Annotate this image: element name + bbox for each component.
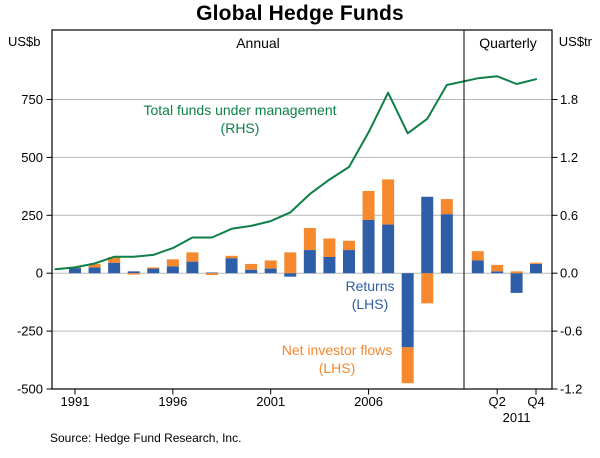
- legend-returns-axis: (LHS): [351, 296, 389, 312]
- x-axis-label-Q4: Q4: [527, 394, 544, 409]
- bar-returns-2004: [323, 256, 336, 274]
- bar-returns-1992: [88, 267, 101, 274]
- bar-returns-2009: [421, 196, 434, 274]
- left-axis-tick-label-250: 250: [21, 208, 43, 223]
- bar-net-investor-flows-1996: [166, 259, 179, 267]
- bar-returns-Q3-2011: [510, 273, 523, 293]
- right-axis-tick-label-0.0: 0.0: [560, 266, 578, 281]
- bar-returns-2007: [382, 224, 395, 274]
- bar-returns-2006: [362, 219, 375, 274]
- bar-net-investor-flows-1994: [127, 273, 140, 275]
- bar-net-investor-flows-2003: [303, 228, 316, 251]
- left-axis-tick-label-500: 500: [21, 150, 43, 165]
- left-axis-tick-label--500: -500: [17, 382, 43, 397]
- bar-net-investor-flows-2009: [421, 273, 434, 304]
- bar-net-investor-flows-1992: [88, 263, 101, 268]
- bar-net-investor-flows-2002: [284, 252, 297, 274]
- bar-net-investor-flows-2008: [401, 347, 414, 384]
- bar-net-investor-flows-1999: [225, 255, 238, 259]
- bar-net-investor-flows-2005: [342, 240, 355, 251]
- bar-net-investor-flows-1998: [205, 273, 218, 276]
- bar-returns-2000: [245, 269, 258, 274]
- legend-total-funds-label: Total funds under management: [143, 102, 337, 118]
- bar-net-investor-flows-2001: [264, 260, 277, 269]
- bar-returns-2002: [284, 273, 297, 277]
- legend-total-funds: Total funds under management (RHS): [115, 101, 365, 137]
- x-axis-label-2006: 2006: [354, 394, 383, 409]
- bar-returns-2005: [342, 250, 355, 274]
- legend-net-investor-flows-axis: (LHS): [318, 360, 356, 376]
- legend-returns: Returns (LHS): [315, 277, 425, 313]
- legend-total-funds-axis: (RHS): [220, 120, 260, 136]
- x-axis-label-Q2: Q2: [489, 394, 506, 409]
- legend-net-investor-flows-label: Net investor flows: [281, 342, 393, 358]
- bar-net-investor-flows-2000: [245, 263, 258, 270]
- legend-net-investor-flows: Net investor flows (LHS): [237, 341, 437, 377]
- bar-net-investor-flows-1997: [186, 252, 199, 262]
- source-note: Source: Hedge Fund Research, Inc.: [50, 431, 242, 445]
- right-axis-tick-label--0.6: -0.6: [560, 324, 582, 339]
- total-funds-under-management-line: [54, 75, 537, 271]
- bar-net-investor-flows-Q2-2011: [491, 264, 504, 272]
- bar-net-investor-flows-2007: [382, 179, 395, 225]
- bar-net-investor-flows-2006: [362, 190, 375, 220]
- bar-returns-1996: [166, 266, 179, 274]
- bar-returns-1993: [108, 262, 121, 274]
- bar-returns-1994: [127, 271, 140, 274]
- bar-returns-2001: [264, 268, 277, 274]
- bar-returns-2010: [440, 214, 453, 274]
- bar-net-investor-flows-Q3-2011: [510, 271, 523, 274]
- bar-net-investor-flows-Q1-2011: [471, 251, 484, 261]
- quarterly-panel-label: Quarterly: [479, 35, 537, 51]
- x-axis-label-2001: 2001: [256, 394, 285, 409]
- chart-title: Global Hedge Funds: [196, 2, 404, 25]
- right-axis-tick-label-0.6: 0.6: [560, 208, 578, 223]
- bar-net-investor-flows-2010: [440, 199, 453, 215]
- bar-returns-1999: [225, 258, 238, 274]
- left-axis-tick-label--250: -250: [17, 324, 43, 339]
- left-axis-unit: US$b: [8, 34, 41, 49]
- bar-returns-2008: [401, 273, 414, 348]
- x-axis-year-label: 2011: [503, 410, 531, 425]
- bar-returns-Q2-2011: [491, 271, 504, 274]
- bar-net-investor-flows-1993: [108, 256, 121, 263]
- bar-net-investor-flows-2004: [323, 238, 336, 257]
- left-axis-tick-label-750: 750: [21, 92, 43, 107]
- left-axis-tick-label-0: 0: [36, 266, 43, 281]
- right-axis-tick-label--1.2: -1.2: [560, 382, 582, 397]
- plot-frame: [51, 29, 553, 390]
- annual-panel-label: Annual: [236, 35, 280, 51]
- right-axis-tick-label-1.2: 1.2: [560, 150, 578, 165]
- bar-returns-1997: [186, 261, 199, 274]
- legend-returns-label: Returns: [345, 278, 395, 294]
- right-axis-tick-label-1.8: 1.8: [560, 92, 578, 107]
- bar-returns-Q4-2011: [530, 263, 542, 274]
- bar-returns-1998: [205, 272, 218, 274]
- bar-returns-1991: [69, 268, 81, 274]
- bar-net-investor-flows-Q4-2011: [530, 262, 542, 264]
- x-axis-label-1991: 1991: [61, 394, 90, 409]
- x-axis-label-1996: 1996: [158, 394, 187, 409]
- right-axis-unit: US$tr: [558, 34, 592, 49]
- bar-returns-1995: [147, 268, 160, 274]
- bar-returns-Q1-2011: [471, 260, 484, 274]
- bar-net-investor-flows-1995: [147, 267, 160, 269]
- bar-returns-2003: [303, 250, 316, 274]
